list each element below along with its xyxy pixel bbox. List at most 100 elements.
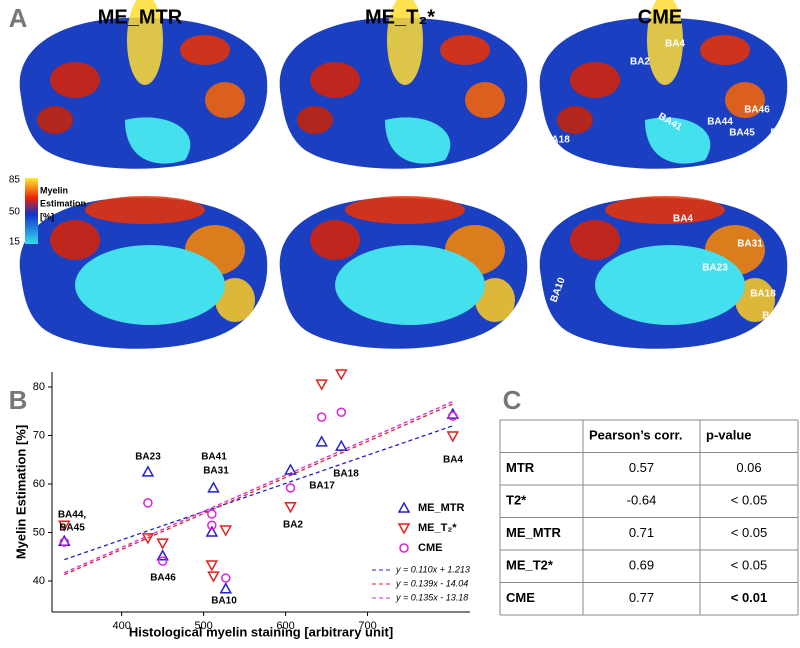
fit-line xyxy=(64,400,454,574)
area-label: BA10 xyxy=(770,128,796,139)
y-axis-title: Myelin Estimation [%] xyxy=(13,425,28,559)
table-header: p-value xyxy=(706,428,752,443)
colorbar-label: Estimation xyxy=(40,198,86,208)
legend-marker xyxy=(399,543,409,553)
point-annotation: BA17 xyxy=(309,481,335,492)
myelin-blob xyxy=(310,62,360,98)
point xyxy=(219,525,233,537)
point xyxy=(207,481,220,493)
point xyxy=(143,498,153,508)
point xyxy=(141,533,155,545)
myelin-blob xyxy=(310,220,360,260)
myelin-blob xyxy=(700,35,750,65)
myelin-blob xyxy=(387,0,423,85)
point-annotation: BA4 xyxy=(443,455,463,466)
point xyxy=(446,431,460,443)
point xyxy=(284,463,297,475)
myelin-blob xyxy=(570,62,620,98)
myelin-blob xyxy=(127,0,163,85)
legend-label: ME_MTR xyxy=(418,502,465,514)
myelin-blob xyxy=(475,278,515,322)
point xyxy=(315,379,328,391)
y-tick-label: 60 xyxy=(33,478,45,490)
point-annotation: BA23 xyxy=(135,452,161,463)
point-annotation: BA46 xyxy=(150,573,176,584)
point xyxy=(157,556,168,566)
myelin-blob xyxy=(297,106,333,134)
table-cell: 0.57 xyxy=(629,460,654,475)
table-cell: -0.64 xyxy=(627,493,657,508)
brain xyxy=(19,196,268,349)
temporal xyxy=(645,117,711,164)
myelin-blob xyxy=(37,106,73,134)
legend-label: CME xyxy=(418,542,442,554)
area-label: BA18 xyxy=(750,289,776,300)
myelin-blob xyxy=(557,106,593,134)
point xyxy=(335,439,348,451)
point xyxy=(156,538,169,550)
area-label: BA44 xyxy=(707,117,733,128)
y-tick-label: 80 xyxy=(33,381,45,393)
legend-marker xyxy=(397,501,411,513)
table-cell: < 0.05 xyxy=(731,525,768,540)
table-cell: 0.69 xyxy=(629,558,654,573)
table-cell: 0.77 xyxy=(629,590,654,605)
table-cell: 0.06 xyxy=(736,460,761,475)
table-cell: < 0.05 xyxy=(731,493,768,508)
point-annotation: BA31 xyxy=(203,466,229,477)
point-annotation: BA10 xyxy=(211,596,237,607)
legend-marker xyxy=(397,523,411,535)
myelin-blob xyxy=(725,82,765,118)
area-label: BA4 xyxy=(665,39,685,50)
point-annotation: BA44, xyxy=(58,510,87,521)
x-tick-label: 400 xyxy=(112,620,130,632)
panel-label: A xyxy=(9,3,28,33)
legend-label: y = 0.135x - 13.18 xyxy=(395,592,468,602)
myelin-blob xyxy=(205,82,245,118)
point xyxy=(336,407,347,417)
area-label: BA17 xyxy=(762,311,788,322)
myelin-blob xyxy=(50,62,100,98)
table-cell: T2* xyxy=(506,493,527,508)
temporal xyxy=(125,117,191,164)
myelin-blob xyxy=(440,35,490,65)
panel-label: B xyxy=(9,385,28,415)
point-annotation: BA41 xyxy=(201,452,227,463)
myelin-blob xyxy=(85,196,205,224)
brain xyxy=(539,0,788,169)
myelin-blob xyxy=(605,196,725,224)
point xyxy=(221,573,231,583)
column-title: ME_T₂* xyxy=(365,6,435,28)
column-title: ME_MTR xyxy=(98,6,183,28)
point xyxy=(219,582,233,594)
x-tick-label: 500 xyxy=(194,620,212,632)
legend-label: y = 0.110x + 1.213 xyxy=(395,564,470,574)
point-annotation: BA45 xyxy=(59,523,85,534)
point xyxy=(205,560,219,572)
colorbar-label: Myelin xyxy=(40,185,68,195)
point xyxy=(156,549,169,561)
point xyxy=(315,435,328,447)
medial-wall xyxy=(335,245,485,325)
myelin-blob xyxy=(465,82,505,118)
brain xyxy=(539,196,788,349)
myelin-blob xyxy=(735,278,775,322)
colorbar xyxy=(25,178,38,244)
table-cell: < 0.01 xyxy=(731,590,768,605)
myelin-blob xyxy=(345,196,465,224)
brain xyxy=(279,196,528,349)
fit-line xyxy=(64,425,453,561)
colorbar-tick: 15 xyxy=(9,237,21,248)
table-cell: < 0.05 xyxy=(731,558,768,573)
x-tick-label: 600 xyxy=(276,620,294,632)
myelin-blob xyxy=(215,278,255,322)
point xyxy=(285,483,296,493)
point xyxy=(58,534,71,546)
colorbar-tick: 85 xyxy=(9,175,21,186)
brain xyxy=(19,0,268,169)
table-cell: MTR xyxy=(506,460,535,475)
myelin-blob xyxy=(50,220,100,260)
brain xyxy=(279,0,528,169)
table-cell: ME_MTR xyxy=(506,525,562,540)
panel-label: C xyxy=(503,385,522,415)
